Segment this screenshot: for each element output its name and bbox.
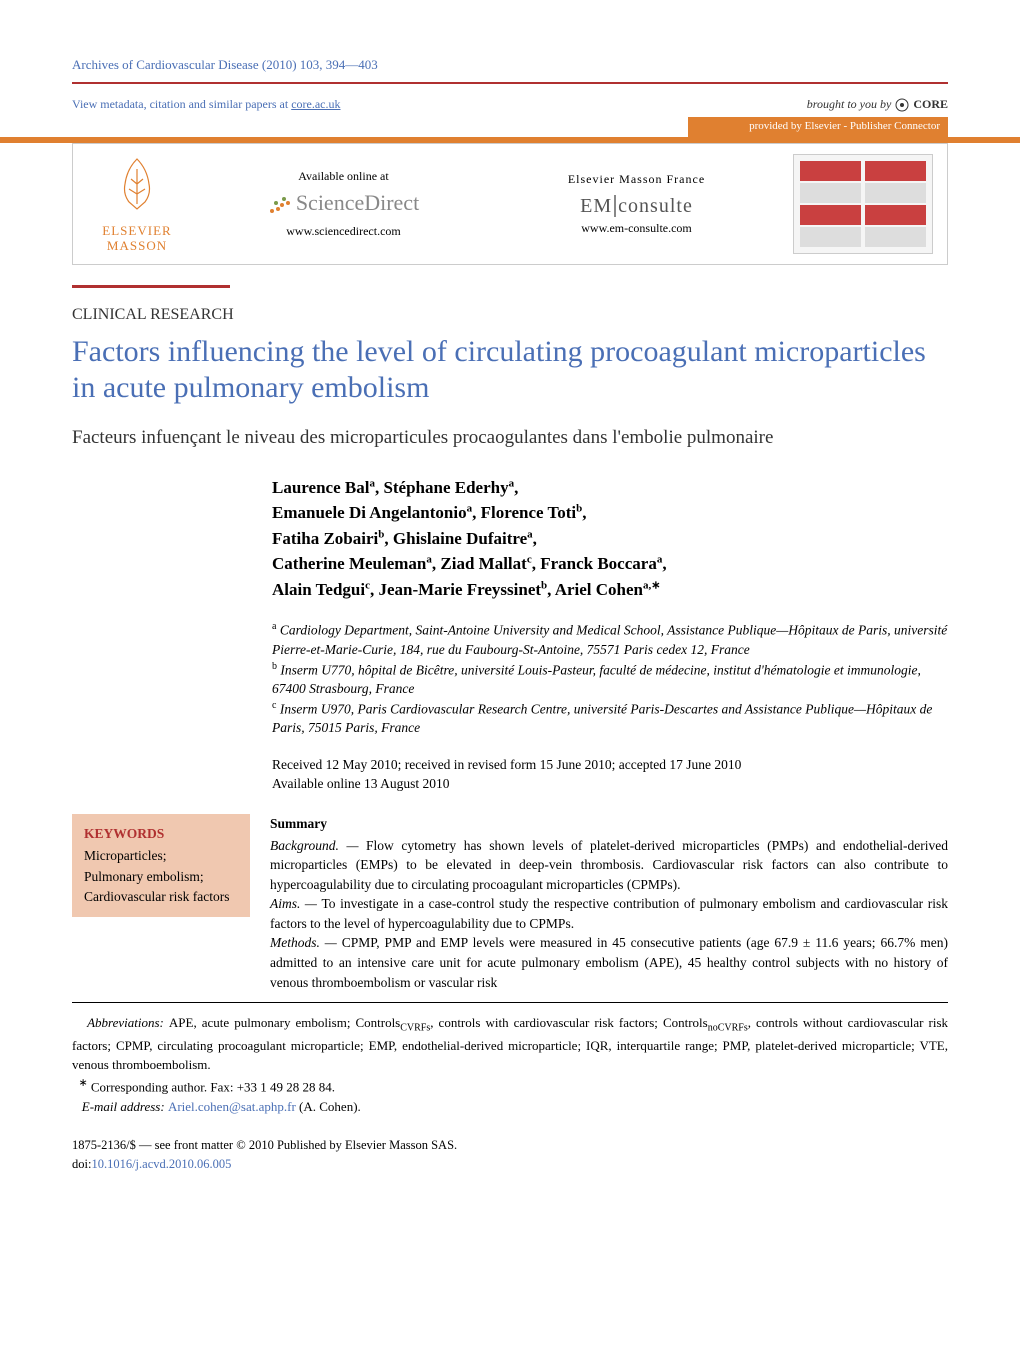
aims-text: To investigate in a case-control study t…: [270, 896, 948, 931]
sciencedirect-dots-icon: [268, 195, 296, 215]
doi-link[interactable]: 10.1016/j.acvd.2010.06.005: [91, 1157, 231, 1171]
summary-heading: Summary: [270, 814, 948, 834]
summary-block: Summary Background. — Flow cytometry has…: [270, 814, 948, 992]
author-name: , Stéphane Ederhy: [375, 478, 509, 497]
authors-list: Laurence Bala, Stéphane Ederhya, Emanuel…: [272, 475, 948, 603]
methods-text: CPMP, PMP and EMP levels were measured i…: [270, 935, 948, 989]
emconsulte-url[interactable]: www.em-consulte.com: [500, 220, 773, 237]
footnotes: Abbreviations: APE, acute pulmonary embo…: [72, 1013, 948, 1116]
author-name: , Ghislaine Dufaitre: [384, 529, 527, 548]
sciencedirect-label: ScienceDirect: [296, 190, 419, 215]
article-dates: Received 12 May 2010; received in revise…: [272, 756, 948, 794]
em-suffix: consulte: [618, 195, 693, 217]
abbrev-label: Abbreviations:: [87, 1015, 169, 1030]
core-bar: View metadata, citation and similar pape…: [0, 92, 1020, 137]
author-name: , Florence Toti: [472, 503, 576, 522]
author-name: Laurence Bal: [272, 478, 369, 497]
sciencedirect-url[interactable]: www.sciencedirect.com: [207, 223, 480, 240]
core-brought-label: brought to you by: [807, 97, 895, 111]
author-sep: ,: [533, 529, 537, 548]
emconsulte-col: Elsevier Masson France EM consulte www.em…: [500, 154, 773, 254]
author-sep: ,: [514, 478, 518, 497]
journal-reference: Archives of Cardiovascular Disease (2010…: [72, 56, 948, 74]
author-name: Emanuele Di Angelantonio: [272, 503, 467, 522]
corresponding-text: Corresponding author. Fax: +33 1 49 28 2…: [91, 1079, 335, 1094]
author-sep: ,: [582, 503, 586, 522]
divider-red: [72, 82, 948, 84]
email-paren: (A. Cohen).: [296, 1099, 361, 1114]
received-date: Received 12 May 2010; received in revise…: [272, 757, 741, 772]
email-line: E-mail address: Ariel.cohen@sat.aphp.fr …: [72, 1097, 948, 1117]
authors-block: Laurence Bala, Stéphane Ederhya, Emanuel…: [272, 475, 948, 794]
corresponding-author: ∗ Corresponding author. Fax: +33 1 49 28…: [72, 1075, 948, 1097]
email-label: E-mail address:: [82, 1099, 168, 1114]
background-label: Background. —: [270, 838, 366, 853]
aims-label: Aims. —: [270, 896, 321, 911]
keywords-heading: KEYWORDS: [84, 824, 238, 844]
abbrev-text: APE, acute pulmonary embolism; Controls: [169, 1015, 400, 1030]
core-provided-by: provided by Elsevier - Publisher Connect…: [688, 117, 948, 136]
affiliations: a Cardiology Department, Saint-Antoine U…: [272, 620, 948, 738]
copyright-line: 1875-2136/$ — see front matter © 2010 Pu…: [72, 1136, 948, 1155]
affiliation-c: Inserm U970, Paris Cardiovascular Resear…: [272, 701, 932, 735]
abstract-row: KEYWORDS Microparticles; Pulmonary embol…: [72, 814, 948, 992]
author-name: , Franck Boccara: [532, 554, 657, 573]
article-subtitle-french: Facteurs infuençant le niveau des microp…: [72, 426, 948, 451]
sciencedirect-name: ScienceDirect: [207, 188, 480, 219]
masson-text: MASSON: [87, 239, 187, 253]
core-metadata-text: View metadata, citation and similar pape…: [72, 96, 341, 113]
elsevier-tree-icon: [107, 154, 167, 214]
core-logo-icon: [894, 97, 910, 113]
abbrev-text: , controls with cardiovascular risk fact…: [430, 1015, 707, 1030]
abbreviations: Abbreviations: APE, acute pulmonary embo…: [72, 1013, 948, 1075]
sciencedirect-col: Available online at ScienceDirect www.sc…: [207, 154, 480, 254]
abbrev-sub: CVRFs: [400, 1023, 430, 1034]
author-name: , Ariel Cohen: [547, 580, 643, 599]
platforms-box: ELSEVIER MASSON Available online at Scie…: [72, 143, 948, 265]
doi-line: doi:10.1016/j.acvd.2010.06.005: [72, 1155, 948, 1174]
bottom-info: 1875-2136/$ — see front matter © 2010 Pu…: [72, 1136, 948, 1174]
core-brought-by: brought to you by CORE: [807, 96, 948, 113]
doi-label: doi:: [72, 1157, 91, 1171]
author-name: , Ziad Mallat: [432, 554, 527, 573]
core-metadata-label: View metadata, citation and similar pape…: [72, 97, 291, 111]
author-sep: ,: [662, 554, 666, 573]
methods-label: Methods. —: [270, 935, 342, 950]
core-link[interactable]: core.ac.uk: [291, 97, 340, 111]
author-name: Alain Tedgui: [272, 580, 365, 599]
summary-text: Background. — Flow cytometry has shown l…: [270, 836, 948, 993]
elsevier-masson-logo: ELSEVIER MASSON: [87, 154, 187, 254]
elsevier-text: ELSEVIER: [87, 224, 187, 238]
author-name: , Jean-Marie Freyssinet: [370, 580, 541, 599]
section-label: CLINICAL RESEARCH: [72, 304, 948, 326]
background-text: Flow cytometry has shown levels of plate…: [270, 838, 948, 892]
affiliation-b: Inserm U770, hôpital de Bicêtre, univers…: [272, 662, 921, 696]
affiliation-a: Cardiology Department, Saint-Antoine Uni…: [272, 623, 947, 657]
keywords-list: Microparticles; Pulmonary embolism; Card…: [84, 846, 238, 907]
elsevier-masson-france-label: Elsevier Masson France: [500, 171, 773, 188]
abbrev-sub: noCVRFs: [708, 1023, 748, 1034]
keywords-box: KEYWORDS Microparticles; Pulmonary embol…: [72, 814, 250, 917]
journal-cover-thumbnail: [793, 154, 933, 254]
emconsulte-name: EM consulte: [500, 192, 773, 220]
divider-red-thick: [72, 285, 230, 288]
em-prefix: EM: [580, 195, 612, 217]
core-logo-text: CORE: [913, 97, 948, 111]
author-name: Catherine Meuleman: [272, 554, 426, 573]
email-link[interactable]: Ariel.cohen@sat.aphp.fr: [168, 1099, 296, 1114]
available-online-label: Available online at: [207, 168, 480, 185]
author-name: Fatiha Zobairi: [272, 529, 378, 548]
article-title: Factors influencing the level of circula…: [72, 334, 948, 406]
divider-thin: [72, 1002, 948, 1003]
online-date: Available online 13 August 2010: [272, 776, 449, 791]
